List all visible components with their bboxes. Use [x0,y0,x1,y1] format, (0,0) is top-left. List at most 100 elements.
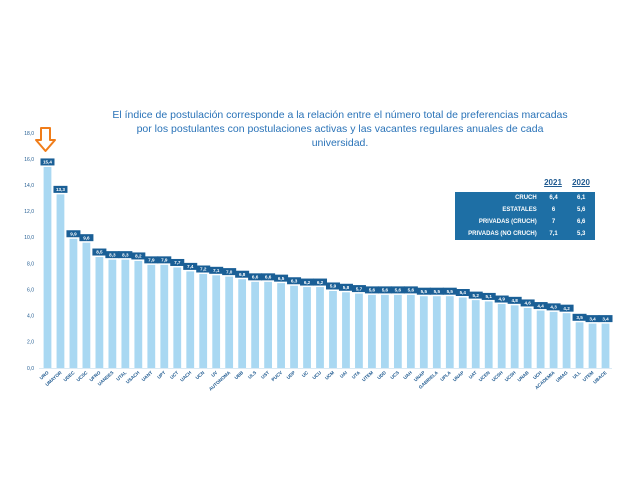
value-label-box [170,258,185,266]
bar [562,313,571,368]
down-arrow-icon [35,127,56,152]
category-label: ULS [247,370,257,380]
value-label-box [118,251,133,259]
value-label: 4,2 [563,306,570,311]
category-label: UST [260,370,270,380]
value-label-box [416,287,431,295]
value-label-box [533,302,548,310]
y-tick-label: 2,0 [27,340,34,346]
category-label: UCSH [504,370,518,383]
summary-row-name: ESTATALES [502,207,537,213]
value-label: 6,2 [317,280,324,285]
category-label: USACH [125,370,141,385]
value-label-box [209,266,224,274]
category-label: UBACE [592,370,607,385]
bar [342,292,350,368]
value-label: 9,9 [70,231,77,236]
y-tick-label: 8,0 [27,261,34,267]
bar-group: 9,6 UCSC [76,234,94,382]
value-label-box [494,295,509,303]
value-label: 5,6 [382,288,389,293]
bar-group: 5,8 UAI [339,283,353,379]
category-label: UCS [389,370,400,380]
value-label-box [105,251,120,259]
value-label: 7,0 [226,269,233,274]
value-label-box [559,304,574,312]
bar [316,287,324,368]
value-label-box [520,299,535,307]
bar-group: 4,2 UMAG [555,304,574,383]
bar-group: 5,6 UCS [389,286,405,380]
bar [368,294,376,368]
value-label-box [248,273,263,281]
bar [445,296,454,368]
value-label: 5,8 [343,285,350,290]
bar [43,166,52,368]
value-label: 5,4 [460,290,467,295]
bar-group: 4,9 UCSH [491,295,509,382]
bar-group: 5,6 UDD [376,286,392,380]
value-label: 9,6 [83,235,90,240]
value-label: 6,5 [278,276,285,281]
y-tick-label: 12,0 [24,209,34,215]
value-label-box [235,270,250,278]
category-label: UDD [376,370,387,381]
bar [432,296,441,368]
bar-group: 4,8 UCSH [504,296,522,383]
value-label-box [390,286,405,294]
category-label: UBB [234,370,245,381]
value-label-box [429,287,444,295]
summary-row: CRUCH 6,4 6,1 [455,192,595,204]
value-label: 5,5 [447,289,454,294]
value-label: 7,2 [200,267,207,272]
category-label: UCM [324,370,335,381]
category-label: UMAG [555,370,569,383]
value-label-box [325,282,340,290]
value-label-box [261,273,276,281]
bar-group: 6,2 UC [300,278,315,378]
bar [510,305,519,368]
bar [147,264,156,368]
category-label: UCSC [76,370,90,383]
category-label: UTAL [115,370,127,382]
value-label: 7,4 [187,264,194,269]
value-label: 5,9 [330,284,337,289]
value-label: 5,6 [369,288,376,293]
bar-group: 7,7 UCT [169,258,185,380]
category-label: URO [39,370,50,381]
value-label: 6,2 [304,280,311,285]
value-label-box [53,185,68,193]
value-label: 3,5 [576,315,583,320]
value-label: 4,6 [524,301,531,306]
summary-row: PRIVADAS (NO CRUCH) 7,1 5,3 [455,228,595,240]
bar-group: 7,1 UV [209,266,224,378]
bar [134,260,143,368]
bar-group: 7,4 UACH [179,262,198,383]
y-tick-label: 18,0 [24,131,34,137]
value-label: 5,5 [421,289,428,294]
value-label-box [79,234,94,242]
category-label: UAH [402,370,413,381]
bar [212,275,221,368]
value-label: 8,2 [135,254,142,259]
category-label: ULL [572,370,582,380]
value-label-box [144,256,159,264]
bar [225,276,234,368]
value-label: 7,1 [213,268,220,273]
category-label: UAT [468,370,478,380]
bar-group: 7,9 UANT [141,256,159,382]
summary-row-name: PRIVADAS (CRUCH) [478,219,537,225]
bar-group: 5,2 UAT [468,291,483,380]
category-label: UCU [311,370,322,381]
bar [160,264,169,368]
bar-group: 6,6 ULS [247,273,263,380]
category-label: UCN [195,370,206,381]
bar [497,304,506,368]
value-label-box [92,248,107,256]
value-label-box [572,313,587,321]
value-label-box [222,268,237,276]
category-label: UCT [169,370,180,380]
